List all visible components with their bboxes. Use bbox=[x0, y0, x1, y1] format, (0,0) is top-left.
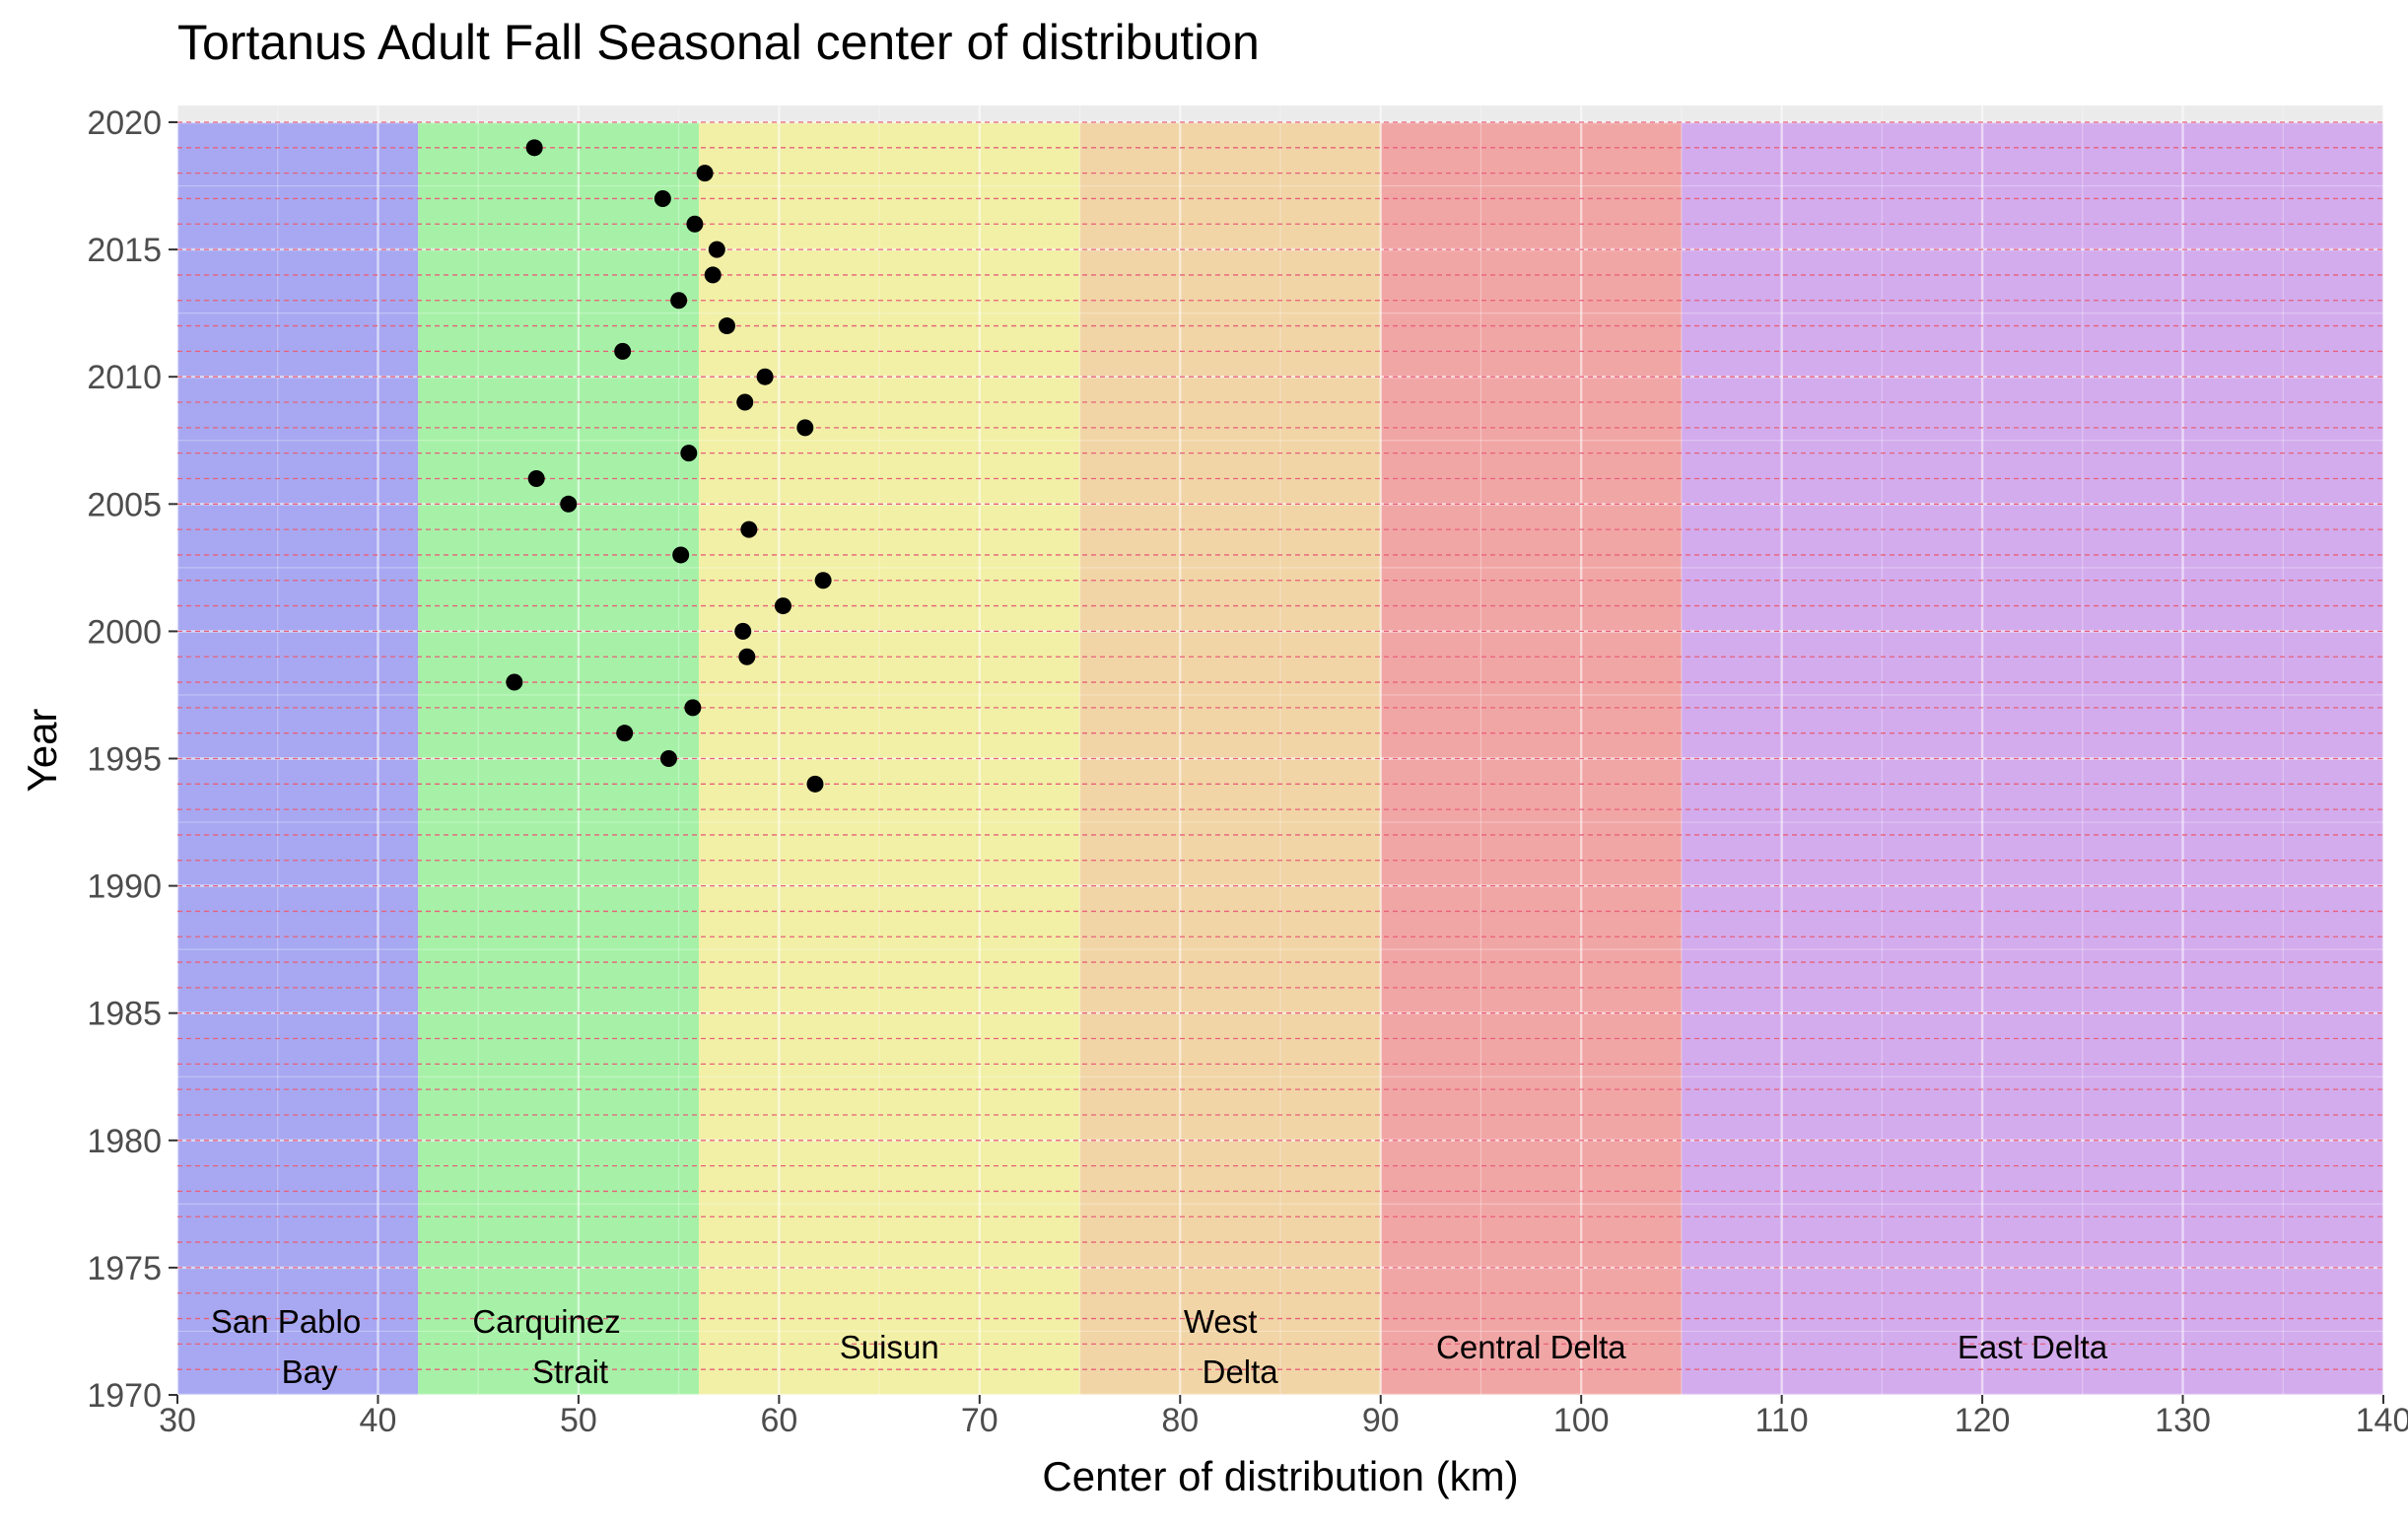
x-tick-label-50: 50 bbox=[560, 1402, 597, 1439]
region-label-5: East Delta bbox=[1958, 1329, 2108, 1365]
x-tick-label-110: 110 bbox=[1755, 1402, 1809, 1439]
y-tick-label-1985: 1985 bbox=[87, 996, 162, 1033]
x-axis: 30 40 50 60 70 80 90 100 110 120 130 140 bbox=[159, 1395, 2408, 1439]
x-tick-label-130: 130 bbox=[2155, 1402, 2211, 1439]
data-point-2019 bbox=[525, 139, 543, 157]
region-label-3-line-0: West bbox=[1184, 1303, 1258, 1340]
region-label-0-line-1: Bay bbox=[282, 1353, 338, 1390]
data-point-1996 bbox=[616, 725, 634, 742]
data-point-2018 bbox=[696, 165, 714, 182]
data-points bbox=[506, 139, 832, 793]
x-tick-label-120: 120 bbox=[1955, 1402, 2011, 1439]
data-point-2007 bbox=[680, 445, 698, 462]
region-label-3-line-1: Delta bbox=[1203, 1353, 1279, 1390]
y-tick-label-2020: 2020 bbox=[87, 104, 162, 142]
y-tick-label-2000: 2000 bbox=[87, 613, 162, 651]
x-tick-label-140: 140 bbox=[2356, 1402, 2408, 1439]
y-tick-label-1990: 1990 bbox=[87, 868, 162, 906]
data-point-2017 bbox=[654, 189, 671, 207]
y-axis: 1970 1975 1980 1985 1990 1995 2000 2005 2010 2015… bbox=[87, 104, 177, 1415]
chart-title: Tortanus Adult Fall Seasonal center of d… bbox=[177, 15, 1260, 70]
data-point-2008 bbox=[796, 419, 814, 437]
region-labels: San Pablo Bay Carquinez Strait Suisun West Del… bbox=[211, 1303, 2108, 1390]
y-tick-label-2005: 2005 bbox=[87, 486, 162, 523]
region-label-1-line-0: Carquinez bbox=[472, 1303, 620, 1340]
region-label-1-line-1: Strait bbox=[532, 1353, 608, 1390]
data-point-1994 bbox=[806, 775, 824, 793]
x-tick-label-100: 100 bbox=[1553, 1402, 1610, 1439]
x-tick-label-60: 60 bbox=[760, 1402, 797, 1439]
region-label-2: Suisun bbox=[840, 1329, 939, 1365]
data-point-2015 bbox=[708, 241, 725, 258]
data-point-2005 bbox=[560, 495, 578, 513]
x-tick-label-40: 40 bbox=[360, 1402, 397, 1439]
x-tick-label-30: 30 bbox=[159, 1402, 196, 1439]
data-point-2003 bbox=[672, 546, 690, 564]
region-label-4: Central Delta bbox=[1436, 1329, 1626, 1365]
data-point-2006 bbox=[527, 469, 545, 487]
y-tick-label-1980: 1980 bbox=[87, 1123, 162, 1160]
region-label-0-line-0: San Pablo bbox=[211, 1303, 361, 1340]
data-point-2002 bbox=[814, 572, 832, 590]
data-point-1995 bbox=[659, 750, 677, 767]
data-point-2014 bbox=[704, 266, 722, 284]
data-point-1999 bbox=[738, 648, 756, 665]
x-axis-title: Center of distribution (km) bbox=[1042, 1453, 1518, 1499]
x-tick-label-70: 70 bbox=[961, 1402, 998, 1439]
data-point-2000 bbox=[734, 622, 752, 640]
y-tick-label-1975: 1975 bbox=[87, 1250, 162, 1287]
data-point-2013 bbox=[670, 292, 688, 310]
data-point-2010 bbox=[756, 368, 774, 385]
x-tick-label-90: 90 bbox=[1362, 1402, 1400, 1439]
x-tick-label-80: 80 bbox=[1161, 1402, 1199, 1439]
data-point-1997 bbox=[684, 699, 702, 717]
data-point-2012 bbox=[718, 317, 735, 335]
data-point-2011 bbox=[614, 342, 632, 360]
data-point-2004 bbox=[740, 521, 758, 538]
year-lines bbox=[177, 121, 2383, 1370]
y-tick-label-1970: 1970 bbox=[87, 1377, 162, 1415]
data-point-1998 bbox=[506, 673, 523, 691]
y-tick-label-2015: 2015 bbox=[87, 232, 162, 269]
data-point-2001 bbox=[774, 597, 791, 615]
data-point-2016 bbox=[686, 215, 704, 233]
data-point-2009 bbox=[736, 393, 754, 411]
y-tick-label-2010: 2010 bbox=[87, 359, 162, 396]
y-axis-title: Year bbox=[19, 709, 65, 793]
y-tick-label-1995: 1995 bbox=[87, 741, 162, 779]
